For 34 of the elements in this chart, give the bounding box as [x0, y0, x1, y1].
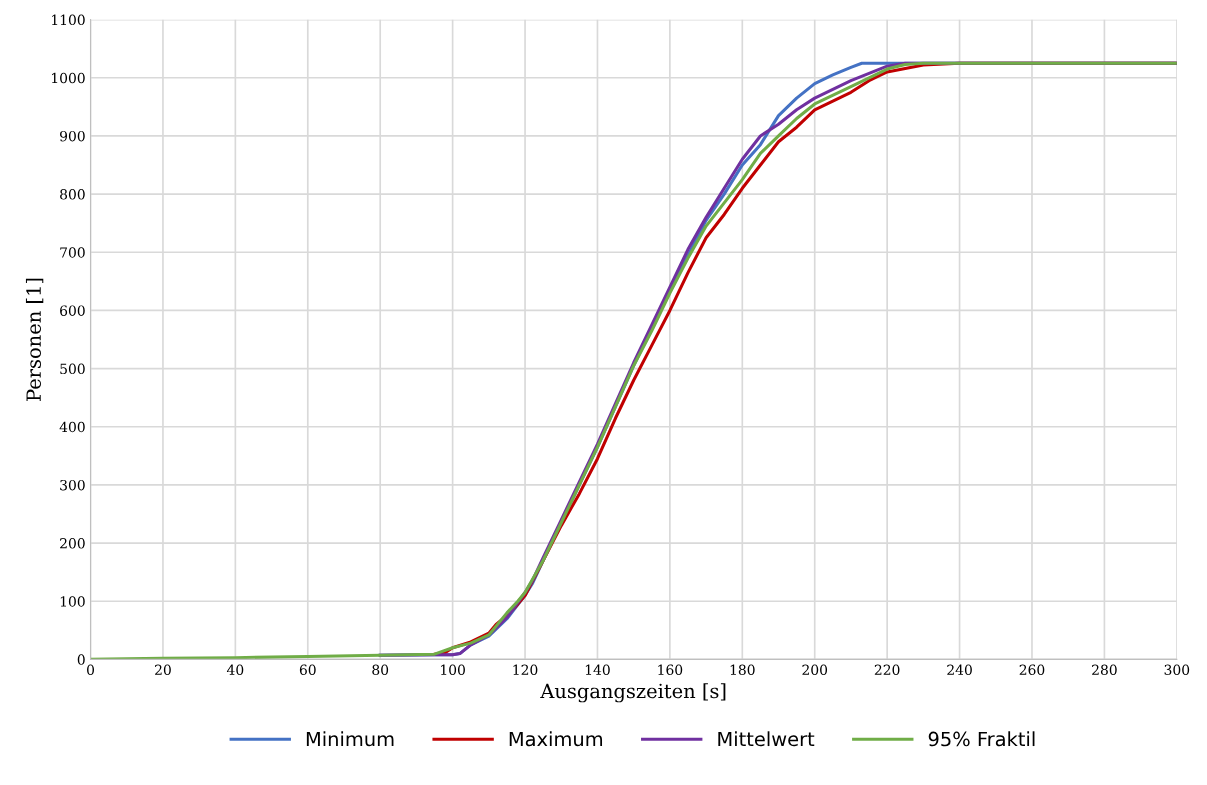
x-tick-label: 180: [730, 664, 755, 676]
y-tick-label: 100: [60, 596, 85, 607]
x-tick-label: 220: [874, 664, 900, 676]
y-tick-label: 700: [60, 247, 85, 258]
x-tick-label: 60: [299, 664, 316, 676]
legend-label: Mittelwert: [718, 731, 815, 747]
y-tick-label: 1100: [52, 14, 85, 26]
x-tick-label: 280: [1092, 664, 1117, 676]
y-tick-label: 1000: [52, 72, 85, 84]
y-tick-label: 0: [77, 654, 85, 665]
legend-label: Minimum: [306, 731, 394, 747]
x-tick-label: 300: [1164, 664, 1190, 676]
x-tick-label: 40: [226, 664, 244, 676]
x-tick-label: 80: [372, 664, 389, 676]
x-tick-label: 20: [155, 664, 171, 676]
x-tick-label: 160: [658, 664, 683, 676]
y-tick-label: 900: [60, 130, 85, 142]
y-tick-label: 500: [60, 363, 85, 375]
x-tick-label: 0: [87, 664, 95, 676]
x-tick-label: 120: [513, 664, 538, 676]
y-tick-label: 400: [59, 421, 85, 433]
x-tick-label: 140: [585, 664, 610, 676]
y-tick-label: 200: [60, 538, 85, 549]
x-tick-label: 260: [1019, 664, 1045, 676]
x-tick-label: 200: [802, 664, 828, 676]
legend-label: Maximum: [509, 731, 603, 747]
y-tick-label: 800: [60, 189, 85, 200]
x-tick-label: 100: [441, 664, 465, 676]
legend-label: 95% Fraktil: [928, 731, 1035, 747]
x-axis-title: Ausgangszeiten [s]: [540, 683, 726, 703]
x-tick-label: 240: [947, 664, 972, 676]
y-tick-label: 300: [60, 479, 85, 491]
y-axis-title: Personen [1]: [25, 278, 44, 401]
y-tick-label: 600: [60, 305, 85, 316]
